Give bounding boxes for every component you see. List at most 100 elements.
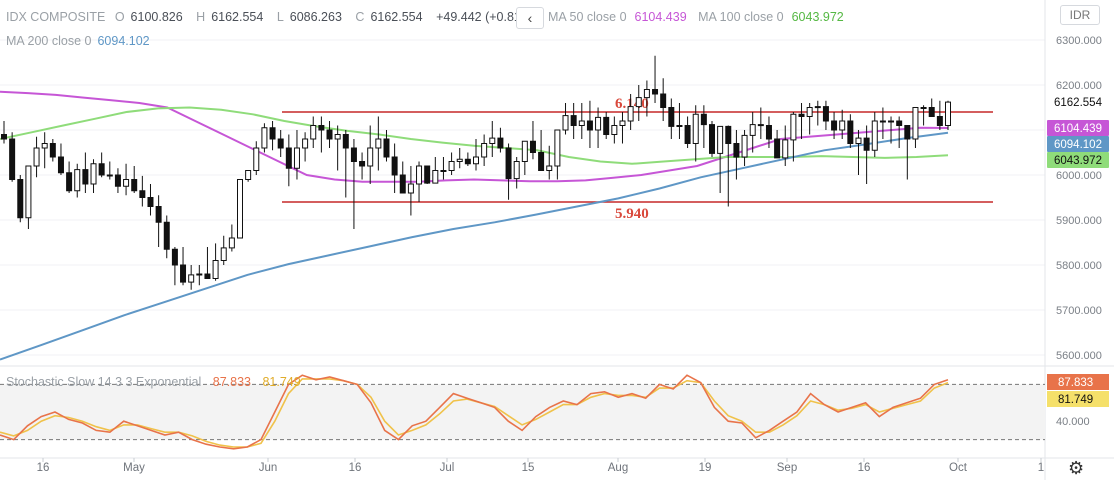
candle-down [538,152,545,171]
candle-down [733,143,740,158]
candle-down [391,156,398,176]
high-value: 6162.554 [211,10,264,24]
candle-down [17,179,24,219]
candle-up [855,137,862,145]
candle-up [489,137,496,145]
candle-down [139,190,146,198]
price-tag-bg [1047,120,1109,137]
price-grid [0,39,1045,356]
candle-up [293,147,300,169]
candle-up [123,179,130,187]
ma200-value: 6094.102 [97,34,150,48]
candle-up [782,139,789,159]
ma200-label: MA 200 close 0 [6,34,92,48]
stoch-value-tag [1047,374,1109,390]
ma100-label: MA 100 close 0 [698,10,784,24]
candle-down [798,113,805,117]
candle-down [505,147,512,180]
candle-up [90,163,97,185]
stoch-k-line [0,374,949,450]
candle-up [513,161,520,180]
close-value: 6162.554 [370,10,423,24]
candle-up [912,107,919,140]
candle-up [456,158,463,162]
candle-up [440,170,447,172]
candle-down [603,116,610,136]
ma50-value: 6104.439 [634,10,687,24]
time-tick-label: May [123,462,145,474]
time-tick-label: Jul [440,462,455,474]
candle-up [546,165,553,171]
candle-down [155,206,162,223]
candle-up [228,237,235,249]
stochastic-pane: 40.000 87.833 81.749 [0,365,1114,450]
candle-down [350,147,357,162]
currency-selector[interactable]: IDR [1060,5,1100,25]
candle-up [74,169,81,192]
price-axis: 5600.000 5700.000 5800.000 5900.000 6000.000… [1044,0,1102,480]
candle-up [627,106,634,122]
time-tick-label: Sep [777,462,797,474]
candle-up [879,120,886,123]
candle-up [611,125,618,135]
candle-down [668,107,675,127]
price-tick-label: 6300.000 [1056,35,1102,47]
candle-down [863,137,870,151]
candle-down [318,125,325,131]
candle-down [765,125,772,140]
candle-up [554,129,561,167]
ohlc-legend: IDX COMPOSITE O 6100.826 H 6162.554 L 6086.… [6,10,546,24]
candle-down [757,124,764,127]
candle-down [570,115,577,126]
candle-up [302,138,309,149]
candle-up [562,115,569,131]
candle-up [920,107,927,109]
stochastic-k-value: 87.833 [212,375,251,389]
candle-down [383,138,390,158]
candle-up [521,140,528,162]
time-tick-label: 1 [1038,462,1044,474]
candle-down [180,264,187,283]
candle-down [163,221,170,250]
candle-down [822,106,829,122]
candle-down [529,140,536,153]
symbol-name: IDX COMPOSITE [6,10,106,24]
price-tag-label: 6094.102 [1054,139,1102,151]
stochastic-legend: Stochastic Slow 14 3 3 Exponential 87.83… [6,375,309,389]
stochastic-d-value: 81.749 [262,375,301,389]
price-tags: 6162.554 6104.439 6094.102 6043.972 [1047,97,1109,169]
candle-up [945,101,951,126]
candle-up [432,170,439,184]
gear-icon: ⚙ [1068,458,1085,478]
low-value: 6086.263 [289,10,342,24]
candle-up [33,147,40,167]
chevron-left-icon: ‹ [527,10,533,26]
candle-down [497,137,504,149]
collapse-legend-button[interactable]: ‹ [516,7,544,29]
candle-up [481,143,488,158]
price-tag-bg [1047,152,1109,169]
candle-up [871,120,878,151]
candle-down [66,172,73,192]
time-tick-label: Jun [259,462,278,474]
candle-up [692,113,699,144]
candle-up [25,165,32,219]
stoch-value-label: 81.749 [1058,394,1093,406]
candle-down [114,174,121,187]
candle-up [334,134,341,140]
candle-down [774,138,781,159]
candle-up [741,134,748,158]
candle-down [285,147,292,169]
ma-line [0,131,949,361]
candle-up [806,107,813,117]
candle-down [204,273,211,279]
price-tick-label: 5600.000 [1056,350,1102,362]
candle-up [253,147,260,171]
candle-down [660,93,667,108]
candle-up [310,125,317,140]
candle-down [326,129,333,140]
candle-up [643,89,650,99]
candle-down [277,138,284,149]
settings-button[interactable]: ⚙ [1068,458,1084,479]
